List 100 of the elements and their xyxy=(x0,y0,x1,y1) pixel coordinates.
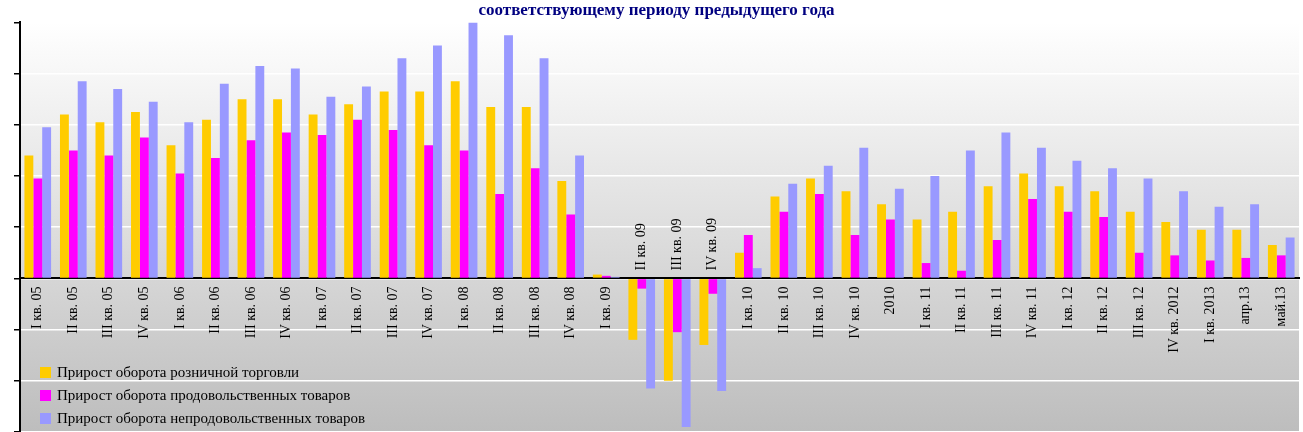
legend-label: Прирост оборота продовольственных товаров xyxy=(57,387,351,404)
bar xyxy=(388,129,398,278)
bar xyxy=(521,106,531,278)
bar xyxy=(468,22,478,278)
x-tick-label: I кв. 06 xyxy=(171,286,187,329)
bar xyxy=(344,104,354,278)
x-tick-label: IV кв. 11 xyxy=(1024,286,1040,339)
bar xyxy=(202,119,211,278)
bar xyxy=(175,173,185,278)
bar xyxy=(486,106,496,278)
bar xyxy=(1205,260,1215,278)
bar xyxy=(1108,168,1117,278)
bar xyxy=(1232,229,1242,278)
bar xyxy=(139,137,149,278)
bar xyxy=(592,274,602,278)
bar xyxy=(850,234,860,278)
bar xyxy=(877,204,886,278)
bar xyxy=(361,86,371,278)
legend-label: Прирост оборота непродовольственных товаров xyxy=(57,410,366,427)
bar xyxy=(814,193,824,278)
bar xyxy=(770,196,780,278)
bar xyxy=(1134,252,1144,278)
x-tick-label: III кв. 10 xyxy=(811,286,827,339)
bar xyxy=(930,176,940,278)
x-tick-label: IV кв. 08 xyxy=(562,286,578,339)
bar xyxy=(557,181,567,278)
bar xyxy=(637,279,647,289)
bar xyxy=(717,279,727,392)
bar xyxy=(708,279,718,294)
x-tick-label: I кв. 12 xyxy=(1059,286,1075,329)
x-tick-label: II кв. 08 xyxy=(491,286,507,334)
bar xyxy=(948,211,958,278)
legend-label: Прирост оборота розничной торговли xyxy=(57,364,300,381)
bar xyxy=(841,191,851,278)
bar xyxy=(495,193,505,278)
bar xyxy=(992,240,1002,278)
bar xyxy=(1196,229,1206,278)
x-tick-label: I кв. 11 xyxy=(917,286,933,329)
bar xyxy=(219,83,229,278)
bar xyxy=(912,219,922,278)
bar xyxy=(1250,204,1260,278)
bar xyxy=(1099,216,1109,278)
bar xyxy=(743,234,753,278)
bar xyxy=(24,155,34,278)
x-tick-label: I кв. 09 xyxy=(597,286,613,329)
x-tick-label: I кв. 05 xyxy=(29,286,45,329)
x-tick-label: III кв. 05 xyxy=(100,286,116,339)
bar xyxy=(672,279,682,333)
bar xyxy=(788,183,798,278)
bar xyxy=(806,178,815,278)
bar xyxy=(530,168,540,278)
x-tick-label: I кв. 08 xyxy=(455,286,471,329)
bar xyxy=(1063,211,1073,278)
bar xyxy=(752,268,762,278)
bar xyxy=(885,219,895,278)
bar xyxy=(566,214,576,278)
x-tick-label: IV кв. 2012 xyxy=(1166,286,1182,353)
bar xyxy=(1143,178,1153,278)
bar xyxy=(397,58,407,278)
bar xyxy=(957,270,966,278)
bar xyxy=(983,186,993,278)
bar xyxy=(131,112,140,278)
bar xyxy=(1241,257,1251,278)
bar xyxy=(1090,191,1100,278)
bar xyxy=(33,178,43,278)
bar xyxy=(575,155,584,278)
x-tick-label: апр.13 xyxy=(1237,286,1253,325)
bar xyxy=(1214,206,1224,278)
bar xyxy=(95,122,105,278)
x-tick-label: IV кв. 10 xyxy=(846,286,862,339)
bar xyxy=(450,81,460,278)
bar xyxy=(166,145,176,278)
bar xyxy=(965,150,975,278)
bar xyxy=(539,58,549,278)
bar xyxy=(735,252,744,278)
x-tick-label: IV кв. 05 xyxy=(136,286,152,339)
x-tick-label: III кв. 08 xyxy=(526,286,542,339)
bar xyxy=(1276,255,1286,278)
bar xyxy=(353,119,362,278)
bar xyxy=(282,132,291,278)
bar xyxy=(779,211,789,278)
bar xyxy=(1125,211,1135,278)
bar xyxy=(113,88,123,278)
x-tick-label: II кв. 11 xyxy=(953,286,969,334)
x-tick-label: I кв. 2013 xyxy=(1201,286,1217,343)
bar xyxy=(1072,160,1082,278)
bar xyxy=(104,155,114,278)
bar xyxy=(1179,191,1188,278)
bar xyxy=(433,45,442,278)
bar xyxy=(663,279,673,381)
bar xyxy=(894,188,904,278)
x-tick-label: I кв. 07 xyxy=(313,286,329,329)
x-tick-label: II кв. 07 xyxy=(349,286,365,334)
bar xyxy=(424,145,434,278)
x-tick-label: III кв. 07 xyxy=(384,286,400,339)
x-tick-label: I кв. 10 xyxy=(739,286,755,329)
bar xyxy=(646,279,656,389)
bar xyxy=(1161,222,1171,278)
x-tick-label: май.13 xyxy=(1272,286,1288,327)
bar xyxy=(42,127,52,278)
